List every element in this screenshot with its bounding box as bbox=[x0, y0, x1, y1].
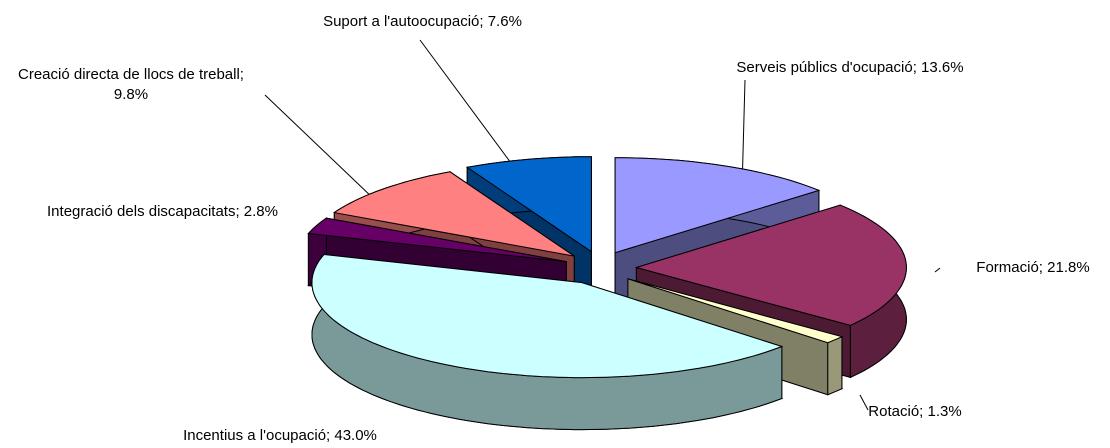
slice-top bbox=[614, 157, 821, 254]
slice-top bbox=[311, 253, 784, 379]
data-label: Incentius a l'ocupació; 43.0% bbox=[183, 427, 377, 444]
data-label: Creació directa de llocs de treball; 9.8… bbox=[18, 66, 244, 103]
slice bbox=[311, 253, 784, 431]
leader-line bbox=[859, 394, 869, 411]
slice-top bbox=[634, 204, 907, 326]
slice-top bbox=[627, 278, 844, 344]
data-label: Suport a l'autoocupació; 7.6% bbox=[323, 13, 522, 30]
data-label: Rotació; 1.3% bbox=[868, 403, 962, 420]
data-label: Serveis públics d'ocupació; 13.6% bbox=[736, 59, 964, 76]
data-label: Formació; 21.8% bbox=[976, 259, 1090, 276]
leader-line bbox=[264, 94, 376, 201]
slice-top bbox=[333, 171, 575, 257]
slice-top bbox=[307, 217, 567, 263]
leader-line bbox=[934, 267, 941, 273]
data-label: Integració dels discapacitats; 2.8% bbox=[47, 203, 278, 220]
slice-wall bbox=[827, 335, 843, 396]
slice-top bbox=[465, 156, 592, 253]
